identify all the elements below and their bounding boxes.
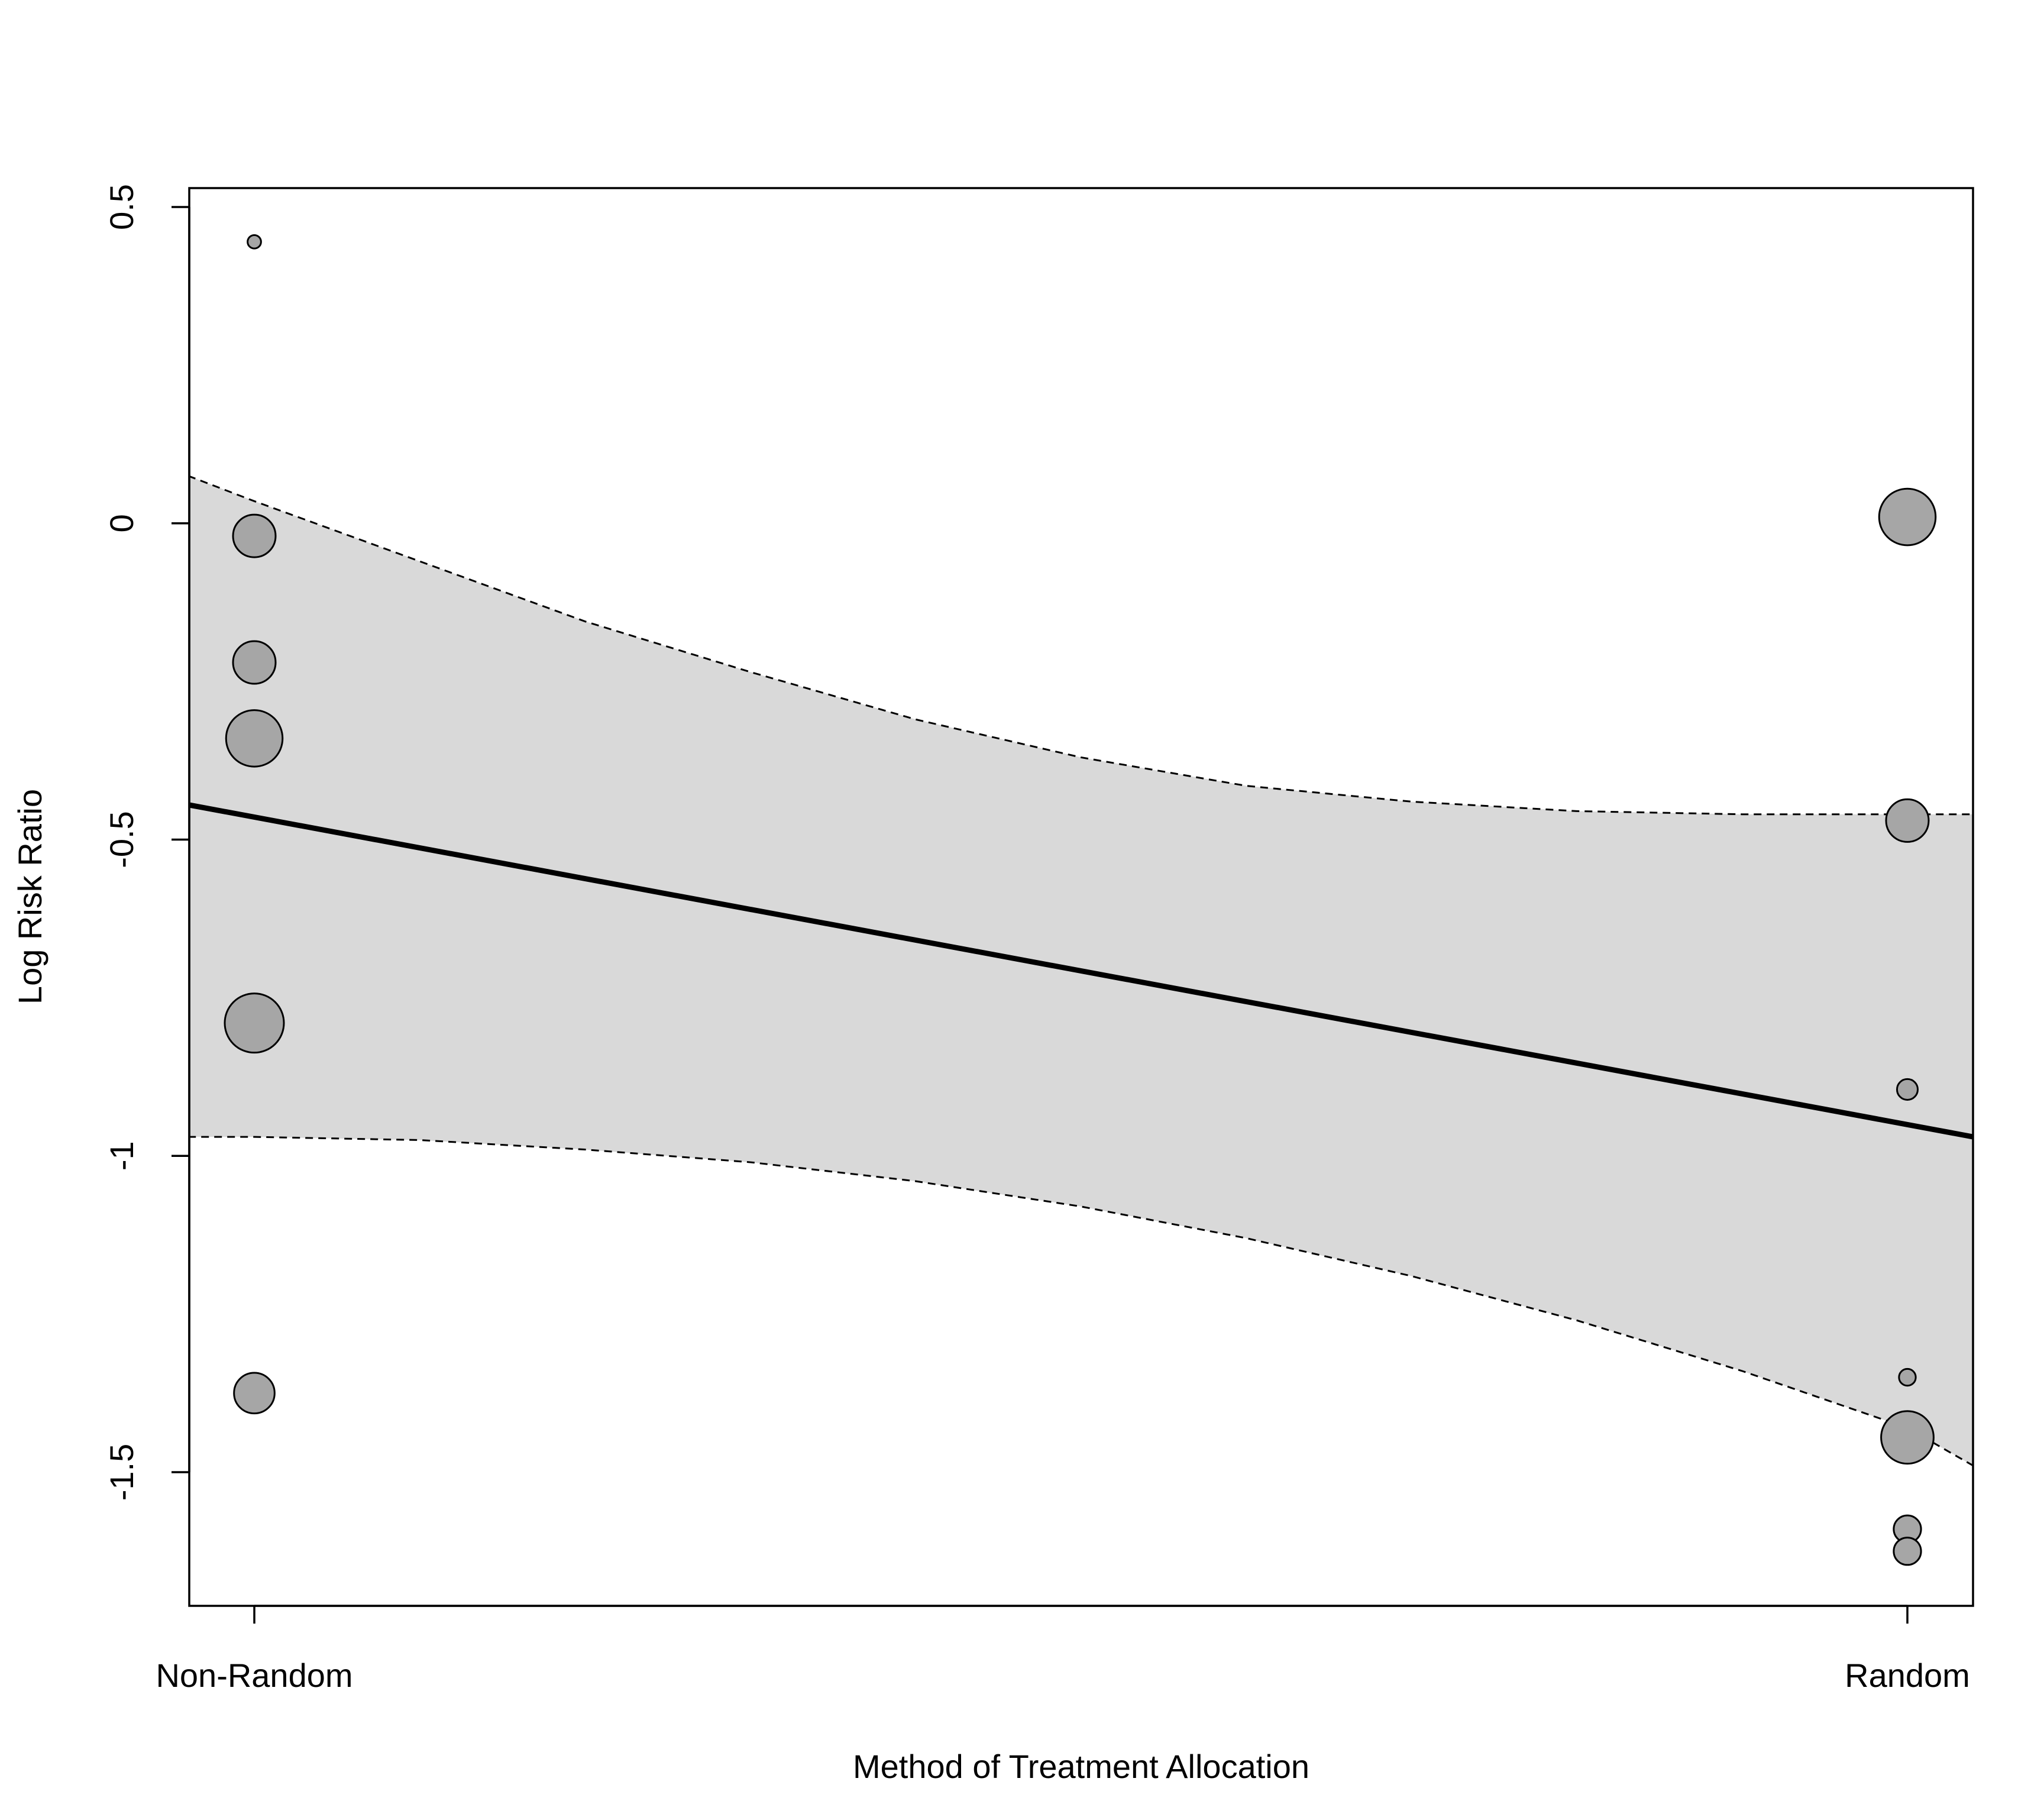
- y-tick-label: 0.5: [103, 184, 140, 230]
- data-point: [232, 513, 277, 558]
- data-point: [1878, 487, 1937, 547]
- y-tick-label: -0.5: [103, 811, 140, 868]
- y-axis-label: Log Risk Ratio: [11, 789, 48, 1004]
- y-tick-label: -1.5: [103, 1444, 140, 1501]
- data-point: [1893, 1537, 1922, 1566]
- data-point: [1896, 1078, 1919, 1101]
- confidence-upper-line: [189, 475, 1973, 816]
- x-tick-label: Non-Random: [156, 1657, 352, 1694]
- x-axis-label: Method of Treatment Allocation: [853, 1748, 1309, 1785]
- confidence-lower-line: [189, 1136, 1973, 1467]
- y-tick-label: -1: [103, 1141, 140, 1171]
- data-point: [1885, 798, 1930, 843]
- data-point: [1898, 1367, 1917, 1387]
- regression-line: [189, 802, 1973, 1140]
- data-point: [225, 709, 284, 768]
- data-point: [224, 992, 285, 1054]
- x-axis: Non-Random Random: [156, 1605, 1970, 1694]
- x-tick-label: Random: [1845, 1657, 1970, 1694]
- data-point: [247, 234, 262, 250]
- data-point: [232, 640, 277, 685]
- y-tick-label: 0: [103, 514, 140, 532]
- data-point: [233, 1372, 276, 1415]
- plot-area: [189, 234, 1973, 1566]
- y-axis: 0.5 0 -0.5 -1 -1.5: [103, 184, 190, 1501]
- data-points: [224, 234, 1937, 1566]
- data-point: [1880, 1410, 1935, 1465]
